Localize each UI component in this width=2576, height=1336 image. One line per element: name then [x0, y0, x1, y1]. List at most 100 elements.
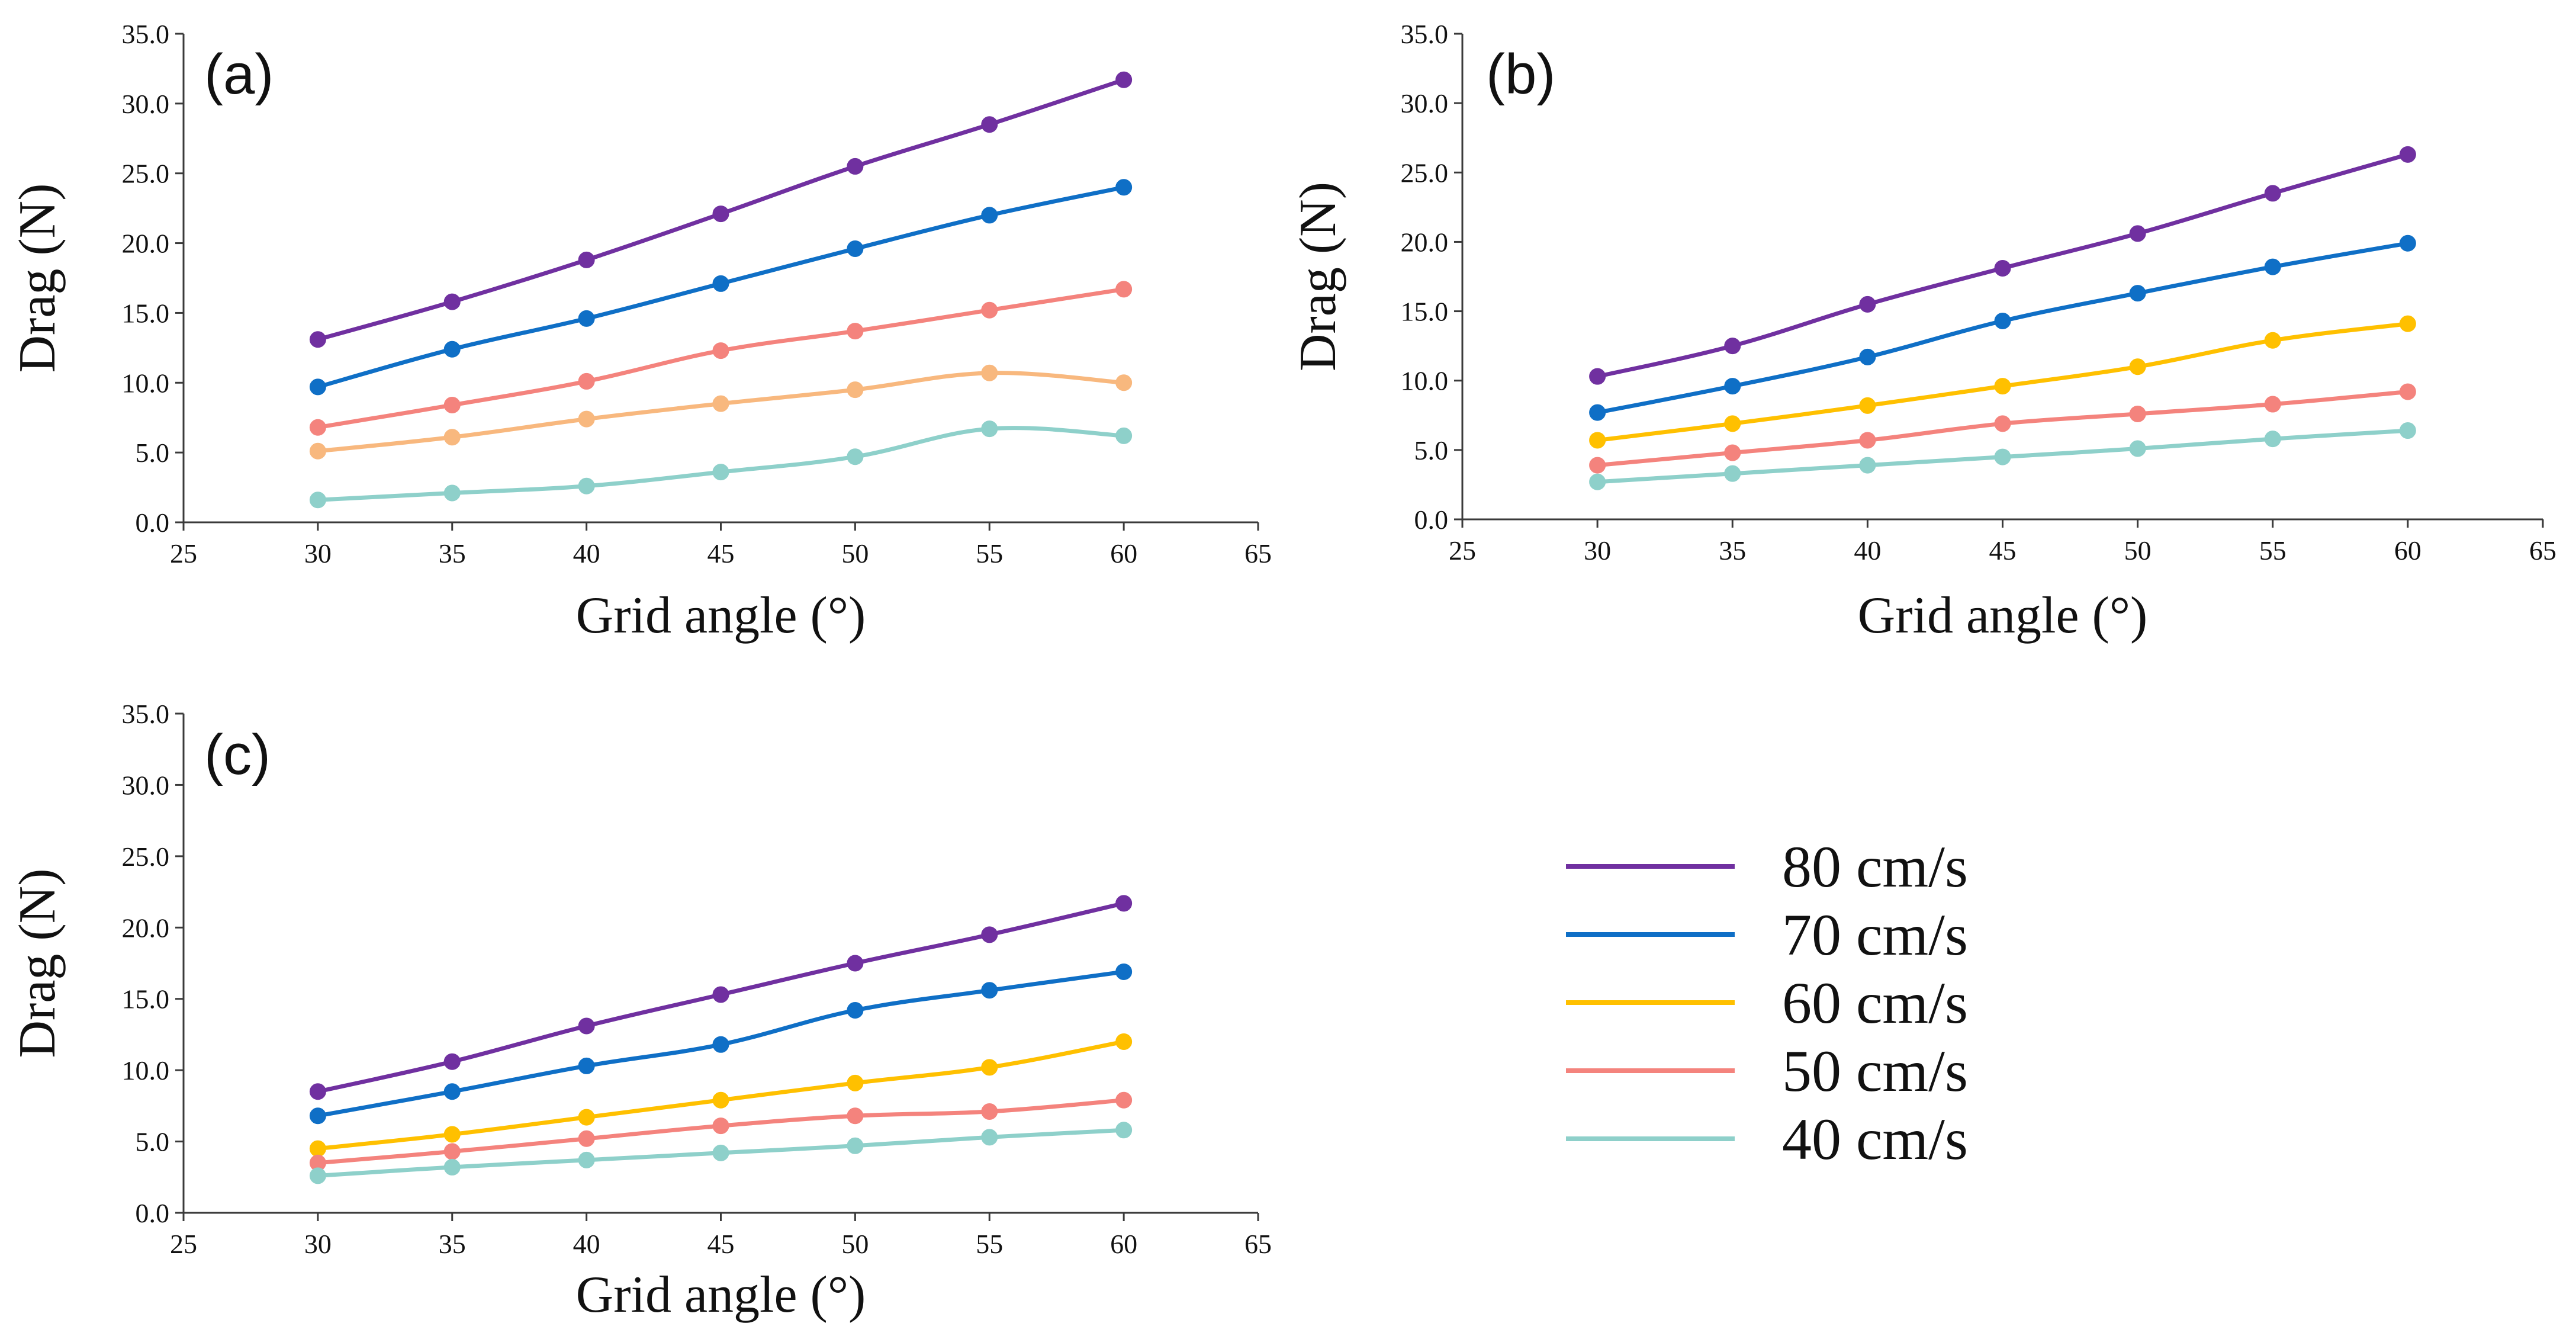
x-tick-label: 50 [2124, 535, 2152, 566]
data-point [443, 1158, 461, 1176]
series-50-cm-s [309, 1091, 1133, 1171]
data-point [712, 275, 729, 292]
series-70-cm-s [1589, 235, 2416, 421]
data-point [1724, 415, 1741, 432]
y-tick-label: 15.0 [122, 298, 170, 328]
panel-label: (b) [1486, 43, 1555, 106]
data-point [1115, 963, 1133, 980]
panel-label: (a) [204, 43, 274, 106]
y-tick-label: 25.0 [122, 842, 170, 872]
data-point [2399, 383, 2416, 400]
y-tick-label: 30.0 [122, 770, 170, 800]
y-tick-label: 30.0 [122, 89, 170, 119]
data-point [578, 1057, 595, 1074]
data-point [2129, 358, 2146, 375]
data-point [309, 378, 326, 396]
data-point [2399, 146, 2416, 163]
data-point [443, 397, 461, 413]
x-tick-label: 35 [439, 1229, 466, 1259]
data-point [1589, 473, 1606, 490]
series-40-cm-s [309, 420, 1133, 509]
x-tick-label: 60 [2394, 535, 2421, 566]
x-tick-label: 25 [170, 1229, 197, 1259]
data-point [1994, 312, 2011, 329]
data-point [981, 1059, 998, 1076]
data-point [2399, 235, 2416, 252]
data-point [1724, 338, 1741, 355]
data-point [712, 205, 729, 223]
data-point [1859, 432, 1876, 449]
series-80-cm-s [309, 895, 1133, 1100]
data-point [443, 429, 461, 446]
x-tick-label: 40 [573, 1229, 600, 1259]
data-point [578, 1109, 595, 1126]
data-point [443, 1126, 461, 1143]
series-70-cm-s [309, 963, 1133, 1125]
x-tick-label: 60 [1110, 1229, 1137, 1259]
data-point [712, 395, 729, 412]
data-point [847, 1001, 864, 1019]
data-point [578, 410, 595, 428]
data-point [712, 464, 729, 481]
x-tick-label: 35 [1719, 535, 1746, 566]
legend-label: 80 cm/s [1782, 834, 1968, 900]
data-point [2264, 431, 2281, 448]
data-point [981, 116, 998, 133]
y-tick-label: 35.0 [122, 19, 170, 49]
y-tick-label: 35.0 [122, 699, 170, 729]
data-point [1859, 348, 1876, 365]
y-tick-label: 20.0 [1401, 227, 1449, 257]
data-point [847, 1074, 864, 1091]
y-tick-label: 5.0 [136, 1127, 170, 1157]
panel-label: (c) [204, 723, 271, 786]
x-tick-label: 25 [170, 538, 197, 569]
data-point [578, 251, 595, 268]
x-tick-label: 40 [573, 538, 600, 569]
data-point [2129, 285, 2146, 302]
x-axis-title: Grid angle (°) [576, 587, 866, 644]
data-point [1115, 1122, 1133, 1139]
data-point [981, 926, 998, 943]
x-axis-title: Grid angle (°) [576, 1266, 866, 1324]
y-tick-label: 30.0 [1401, 88, 1449, 118]
chart-panel-2: 0.0 5.0 10.0 15.0 20.0 25.0 30.0 35.0 25 30 35 40 45… [9, 699, 1272, 1324]
y-tick-label: 0.0 [136, 508, 170, 538]
y-axis-title: Drag (N) [9, 183, 66, 372]
chart-panel-1: 0.0 5.0 10.0 15.0 20.0 25.0 30.0 35.0 25 30 35 40 45… [1289, 19, 2556, 644]
data-point [2399, 315, 2416, 332]
y-tick-label: 35.0 [1401, 19, 1449, 49]
data-point [847, 381, 864, 399]
data-point [443, 341, 461, 358]
data-point [309, 1083, 326, 1100]
data-point [443, 1083, 461, 1100]
data-point [1994, 259, 2011, 277]
y-axis-title: Drag (N) [1289, 182, 1347, 371]
y-axis-title: Drag (N) [9, 868, 66, 1058]
x-tick-label: 45 [707, 1229, 735, 1259]
data-point [443, 293, 461, 310]
x-tick-label: 60 [1110, 538, 1137, 569]
y-tick-label: 20.0 [122, 913, 170, 943]
series-60-cm-s [309, 1033, 1133, 1157]
data-point [2399, 422, 2416, 439]
series-50-cm-s [309, 281, 1133, 436]
y-tick-label: 15.0 [122, 984, 170, 1014]
legend-label: 40 cm/s [1782, 1106, 1968, 1172]
data-point [1589, 432, 1606, 449]
data-point [578, 477, 595, 494]
data-point [2264, 258, 2281, 275]
data-point [443, 484, 461, 502]
data-point [981, 1129, 998, 1146]
data-point [712, 1117, 729, 1135]
y-tick-label: 5.0 [136, 438, 170, 468]
x-tick-label: 50 [841, 538, 869, 569]
data-point [712, 1036, 729, 1053]
x-tick-label: 30 [1584, 535, 1611, 566]
data-point [1115, 71, 1133, 88]
x-tick-label: 25 [1449, 535, 1476, 566]
y-tick-label: 25.0 [1401, 158, 1449, 188]
data-point [443, 1143, 461, 1160]
data-point [1994, 378, 2011, 395]
data-point [1859, 397, 1876, 414]
